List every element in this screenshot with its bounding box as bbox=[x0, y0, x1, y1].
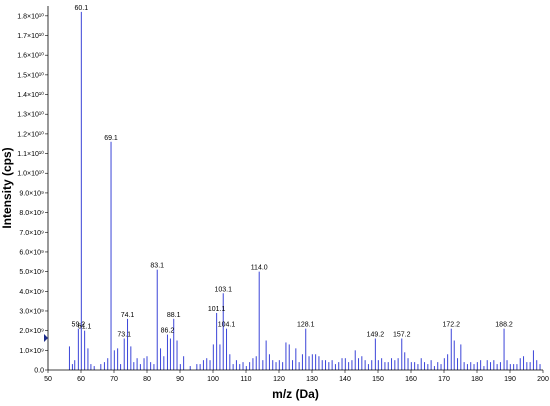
y-tick-label: 1.8×10¹⁰ bbox=[17, 12, 44, 20]
x-tick-label: 100 bbox=[207, 376, 219, 383]
x-tick-label: 150 bbox=[372, 376, 384, 383]
peak-label: 114.0 bbox=[251, 265, 268, 272]
y-axis-marker-icon bbox=[44, 334, 48, 342]
x-tick-label: 90 bbox=[176, 376, 184, 383]
y-tick-label: 1.5×10¹⁰ bbox=[17, 71, 44, 79]
y-tick-label: 1.4×10¹⁰ bbox=[17, 91, 44, 99]
peak-label: 103.1 bbox=[214, 286, 232, 293]
x-tick-label: 170 bbox=[438, 376, 450, 383]
y-tick-label: 2.0×10⁹ bbox=[19, 328, 44, 335]
peak-label-group: 59.2 60.1 61.1 69.1 73.1 74.1 83.1 86.2 88.1 101.… bbox=[72, 5, 513, 339]
axes bbox=[47, 6, 543, 371]
x-tick-label: 80 bbox=[143, 376, 151, 383]
x-tick-label: 140 bbox=[339, 376, 351, 383]
peak-label: 69.1 bbox=[104, 135, 118, 142]
y-tick-label: 1.7×10¹⁰ bbox=[17, 32, 44, 40]
y-axis-title: Intensity (cps) bbox=[0, 147, 14, 228]
x-axis-title: m/z (Da) bbox=[272, 387, 319, 401]
y-tick-label: 1.2×10¹⁰ bbox=[17, 130, 44, 138]
x-tick-label: 130 bbox=[306, 376, 318, 383]
peak-label: 172.2 bbox=[442, 322, 460, 329]
peak-label: 128.1 bbox=[297, 322, 315, 329]
peak-label: 149.2 bbox=[367, 332, 385, 339]
peak-label: 86.2 bbox=[161, 328, 175, 335]
x-tick-group: 50 60 70 80 90 100 110 120 130 140 150 160 170 180 190… bbox=[44, 370, 549, 383]
y-tick-label: 1.1×10¹⁰ bbox=[17, 150, 44, 158]
x-tick-label: 60 bbox=[77, 376, 85, 383]
x-tick-label: 200 bbox=[537, 376, 549, 383]
x-tick-label: 50 bbox=[44, 376, 52, 383]
peak-label: 157.2 bbox=[393, 332, 411, 339]
y-tick-label: 6.0×10⁹ bbox=[19, 249, 44, 256]
peak-label: 60.1 bbox=[75, 5, 89, 12]
peak-label: 101.1 bbox=[208, 306, 226, 313]
peak-group bbox=[68, 11, 541, 370]
peak-label: 73.1 bbox=[117, 332, 131, 339]
y-tick-label: 0.0 bbox=[34, 368, 44, 375]
y-tick-label: 4.0×10⁹ bbox=[19, 289, 44, 296]
y-tick-label: 1.6×10¹⁰ bbox=[17, 52, 44, 60]
peak-label: 88.1 bbox=[167, 312, 181, 319]
y-tick-label: 3.0×10⁹ bbox=[19, 308, 44, 315]
x-tick-label: 190 bbox=[504, 376, 516, 383]
y-tick-label: 8.0×10⁹ bbox=[19, 210, 44, 217]
y-tick-group: 0.0 1.0×10⁹ 2.0×10⁹ 3.0×10⁹ 4.0×10⁹ 5.0×10⁹ 6.… bbox=[17, 12, 48, 375]
peak-label: 61.1 bbox=[78, 324, 92, 331]
y-tick-label: 1.3×10¹⁰ bbox=[17, 111, 44, 119]
x-tick-label: 110 bbox=[240, 376, 251, 383]
y-tick-label: 7.0×10⁹ bbox=[19, 230, 44, 237]
peak-label: 188.2 bbox=[495, 322, 513, 329]
peak-label: 83.1 bbox=[150, 263, 164, 270]
y-tick-label: 1.0×10⁹ bbox=[19, 348, 44, 355]
peak-label: 104.1 bbox=[218, 322, 236, 329]
peak-label: 59.2 bbox=[72, 322, 86, 329]
y-tick-label: 9.0×10⁹ bbox=[19, 190, 44, 197]
x-tick-label: 180 bbox=[471, 376, 483, 383]
x-tick-label: 70 bbox=[110, 376, 118, 383]
y-tick-label: 5.0×10⁹ bbox=[19, 269, 44, 276]
x-tick-label: 120 bbox=[273, 376, 285, 383]
x-tick-label: 160 bbox=[405, 376, 417, 383]
peak-label: 74.1 bbox=[121, 312, 135, 319]
y-tick-label: 1.0×10¹⁰ bbox=[17, 170, 44, 178]
